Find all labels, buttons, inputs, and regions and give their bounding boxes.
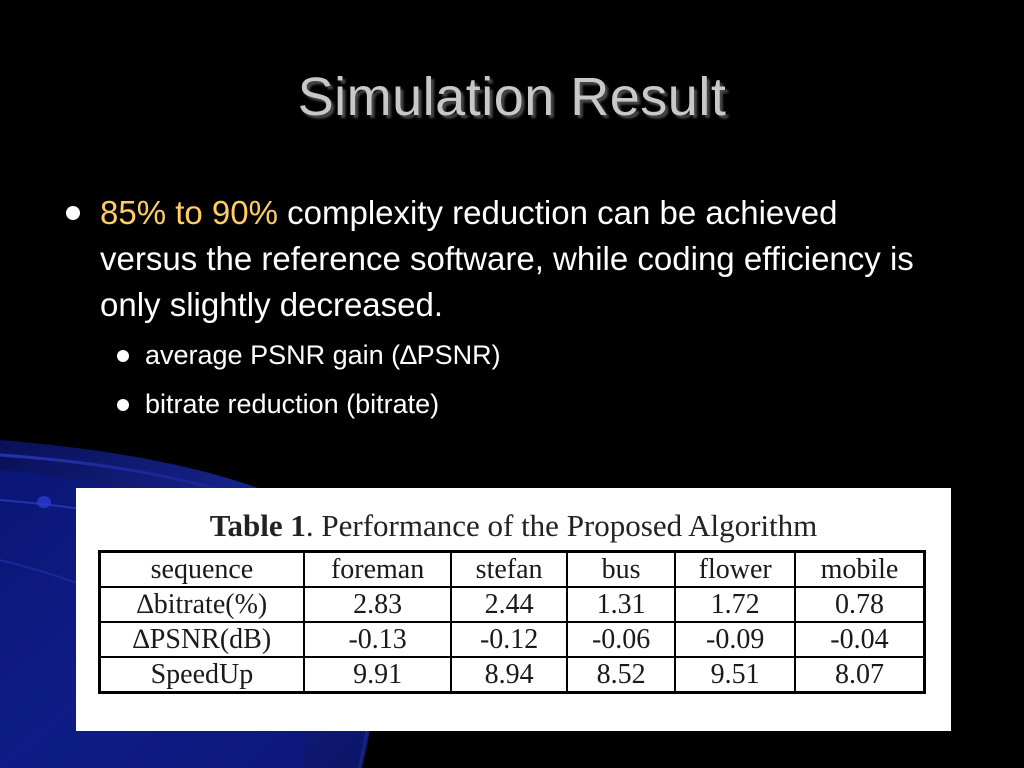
table-caption: Table 1. Performance of the Proposed Alg… bbox=[76, 508, 951, 544]
table-cell: 2.83 bbox=[302, 586, 453, 623]
table-row: SpeedUp 9.91 8.94 8.52 9.51 8.07 bbox=[98, 656, 926, 694]
performance-table: sequence foreman stefan bus flower mobil… bbox=[98, 550, 926, 694]
table-row: ∆bitrate(%) 2.83 2.44 1.31 1.72 0.78 bbox=[98, 586, 926, 623]
subbullet-text: bitrate reduction (bitrate) bbox=[145, 389, 440, 419]
table-cell: ∆bitrate(%) bbox=[98, 586, 305, 623]
subbullet-text: average PSNR gain (∆PSNR) bbox=[145, 340, 501, 370]
table-row: ∆PSNR(dB) -0.13 -0.12 -0.06 -0.09 -0.04 bbox=[98, 621, 926, 658]
subbullet-psnr: average PSNR gain (∆PSNR) bbox=[62, 336, 942, 374]
table-cell: 8.07 bbox=[793, 656, 926, 694]
table-header-cell: sequence bbox=[98, 550, 305, 588]
table-cell: 8.52 bbox=[565, 656, 677, 694]
table-cell: 9.51 bbox=[674, 656, 796, 694]
table-image: Table 1. Performance of the Proposed Alg… bbox=[76, 488, 951, 731]
table-header-cell: stefan bbox=[450, 550, 568, 588]
table-header-cell: flower bbox=[674, 550, 796, 588]
table-caption-label: Table 1 bbox=[209, 508, 306, 543]
table-cell: 1.31 bbox=[565, 586, 677, 623]
table-cell: -0.04 bbox=[793, 621, 926, 658]
table-cell: SpeedUp bbox=[98, 656, 305, 694]
bullet-main: 85% to 90% complexity reduction can be a… bbox=[62, 190, 942, 328]
bullet-highlight: 85% to 90% bbox=[100, 194, 278, 231]
bullet-list: 85% to 90% complexity reduction can be a… bbox=[62, 190, 942, 423]
table-cell: -0.13 bbox=[302, 621, 453, 658]
table-cell: -0.09 bbox=[674, 621, 796, 658]
table-header-row: sequence foreman stefan bus flower mobil… bbox=[98, 550, 926, 588]
table-cell: -0.12 bbox=[450, 621, 568, 658]
table-header-cell: foreman bbox=[302, 550, 453, 588]
table-cell: 8.94 bbox=[450, 656, 568, 694]
slide-title: Simulation Result bbox=[297, 67, 727, 127]
table-cell: -0.06 bbox=[565, 621, 677, 658]
table-cell: 9.91 bbox=[302, 656, 453, 694]
table-header-cell: mobile bbox=[793, 550, 926, 588]
subbullet-dot-icon bbox=[117, 399, 129, 411]
table-caption-text: . Performance of the Proposed Algorithm bbox=[305, 508, 818, 543]
table-cell: 0.78 bbox=[793, 586, 926, 623]
table-cell: 2.44 bbox=[450, 586, 568, 623]
subbullet-dot-icon bbox=[117, 350, 129, 362]
subbullet-bitrate: bitrate reduction (bitrate) bbox=[62, 385, 942, 423]
table-cell: 1.72 bbox=[674, 586, 796, 623]
table-cell: ∆PSNR(dB) bbox=[98, 621, 305, 658]
bullet-text: complexity reduction can be achieved ver… bbox=[100, 194, 914, 323]
table-header-cell: bus bbox=[565, 550, 677, 588]
bullet-dot-icon bbox=[66, 206, 80, 220]
